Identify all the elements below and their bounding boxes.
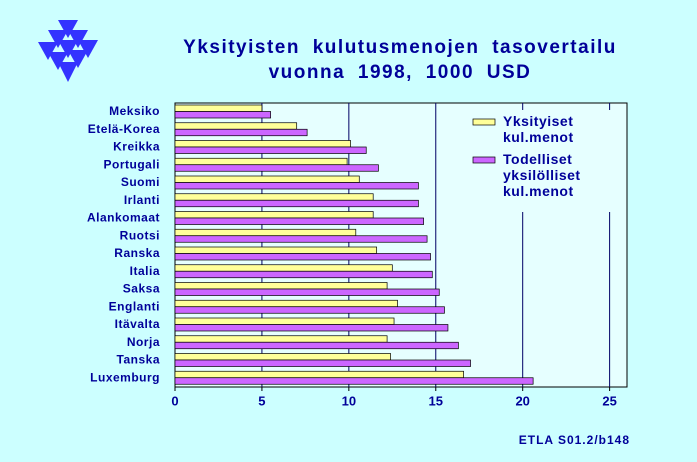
bar bbox=[174, 335, 388, 343]
bar bbox=[174, 146, 367, 154]
bar bbox=[174, 111, 271, 119]
y-tick-label: Saksa bbox=[123, 282, 160, 296]
bar bbox=[174, 164, 379, 172]
y-tick-label: Alankomaat bbox=[87, 211, 160, 225]
bar bbox=[174, 270, 433, 279]
chart-title: vuonna 1998, 1000 USD bbox=[269, 62, 532, 83]
y-tick-label: Itävalta bbox=[115, 317, 160, 331]
y-tick-label: Italia bbox=[130, 264, 160, 278]
x-tick-label: 15 bbox=[429, 393, 443, 408]
y-tick-label: Meksiko bbox=[109, 104, 160, 118]
bar bbox=[174, 282, 388, 290]
legend-label: Yksityiset kul.menot bbox=[503, 113, 574, 145]
bar bbox=[174, 359, 471, 367]
y-tick-label: Tanska bbox=[117, 353, 160, 367]
y-tick-label: Ranska bbox=[114, 246, 160, 260]
bar bbox=[174, 128, 308, 137]
bar bbox=[174, 140, 351, 148]
bar bbox=[174, 324, 449, 332]
bar bbox=[174, 193, 374, 201]
bar bbox=[174, 217, 424, 225]
y-tick-label: Norja bbox=[127, 335, 160, 349]
legend-label: Todelliset yksilölliset kul.menot bbox=[503, 151, 581, 199]
legend-swatch bbox=[472, 118, 496, 126]
bar bbox=[174, 377, 534, 385]
bar bbox=[174, 175, 360, 183]
y-tick-label: Etelä-Korea bbox=[88, 122, 160, 136]
legend: Yksityiset kul.menot Todelliset yksilöllise… bbox=[462, 110, 622, 212]
bar bbox=[174, 317, 395, 325]
y-tick-label: Kreikka bbox=[113, 140, 160, 154]
logo bbox=[38, 20, 98, 82]
bar bbox=[174, 370, 464, 379]
bar bbox=[174, 306, 445, 314]
bar bbox=[174, 235, 428, 243]
bar bbox=[174, 299, 398, 308]
y-tick-label: Luxemburg bbox=[90, 370, 160, 384]
bar bbox=[174, 199, 419, 208]
bar bbox=[174, 288, 440, 296]
bar bbox=[174, 341, 459, 350]
bar bbox=[174, 211, 374, 219]
y-tick-label: Irlanti bbox=[124, 193, 160, 207]
bar bbox=[174, 264, 393, 272]
bar bbox=[174, 157, 348, 166]
chart-title: Yksityisten kulutusmenojen tasovertailu bbox=[183, 37, 617, 58]
y-tick-label: Englanti bbox=[109, 299, 160, 313]
x-tick-label: 25 bbox=[602, 393, 616, 408]
bar bbox=[174, 353, 391, 361]
y-tick-label: Suomi bbox=[121, 175, 160, 189]
bar bbox=[174, 182, 419, 190]
bar bbox=[174, 253, 431, 261]
source: ETLA S01.2/b148 bbox=[519, 433, 630, 447]
bar bbox=[174, 122, 298, 130]
y-tick-label: Portugali bbox=[103, 157, 160, 171]
x-tick-label: 5 bbox=[258, 393, 265, 408]
bar bbox=[174, 246, 378, 254]
x-tick-label: 20 bbox=[515, 393, 529, 408]
legend-swatch bbox=[472, 156, 496, 164]
y-tick-label: Ruotsi bbox=[120, 228, 160, 242]
bar bbox=[174, 228, 357, 237]
x-tick-label: 0 bbox=[171, 393, 178, 408]
x-tick-label: 10 bbox=[342, 393, 356, 408]
bar bbox=[174, 104, 263, 112]
